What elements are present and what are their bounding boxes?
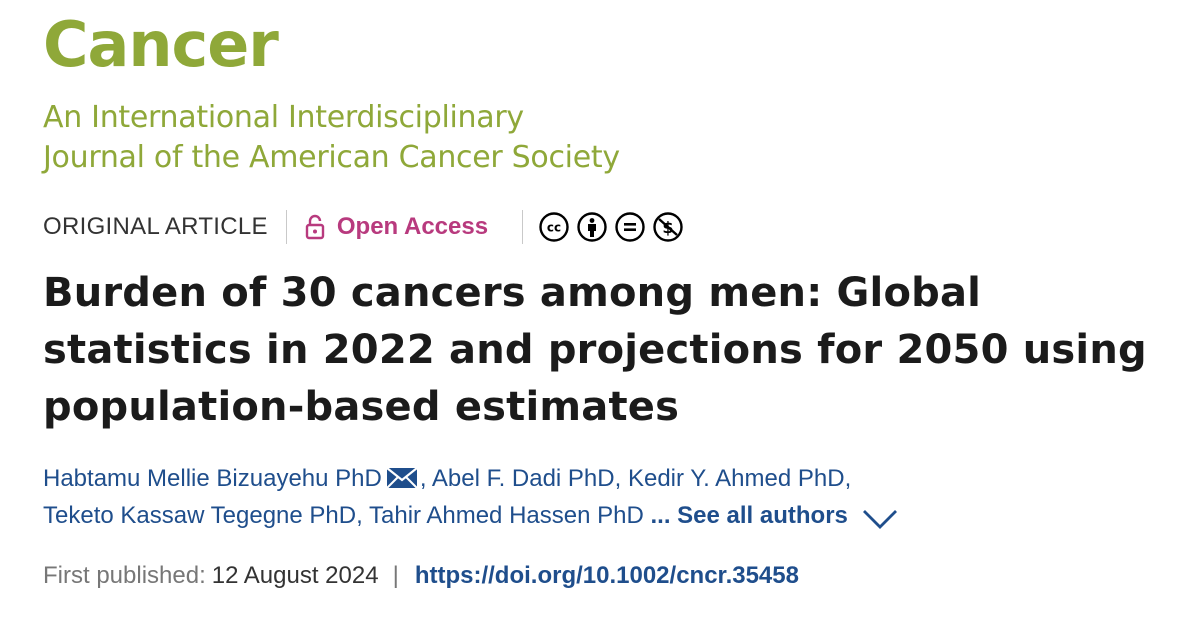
journal-subtitle-line1: An International Interdisciplinary <box>43 100 524 135</box>
author-list: Habtamu Mellie Bizuayehu PhD, Abel F. Da… <box>43 460 1043 534</box>
see-all-authors-label: See all authors <box>677 502 848 529</box>
cc-icon[interactable]: cc <box>539 212 569 242</box>
open-access-badge[interactable]: Open Access <box>305 213 488 241</box>
ellipsis: ... <box>650 502 671 529</box>
license-icons: cc $ <box>539 212 683 242</box>
article-meta-row: ORIGINAL ARTICLE Open Access cc <box>43 206 683 248</box>
comma: , <box>356 502 369 529</box>
author-link[interactable]: Tahir Ahmed Hassen PhD <box>369 502 644 529</box>
envelope-icon[interactable] <box>386 467 418 489</box>
author-link[interactable]: Teketo Kassaw Tegegne PhD <box>43 502 357 529</box>
separator: | <box>392 562 399 589</box>
divider <box>285 210 287 244</box>
nd-icon[interactable] <box>615 212 645 242</box>
journal-name[interactable]: Cancer <box>43 8 279 81</box>
nc-icon[interactable]: $ <box>653 212 683 242</box>
article-type: ORIGINAL ARTICLE <box>43 213 268 240</box>
publication-date: 12 August 2024 <box>211 562 379 589</box>
doi-link[interactable]: https://doi.org/10.1002/cncr.35458 <box>414 562 799 589</box>
author-link[interactable]: Abel F. Dadi PhD <box>431 465 615 492</box>
see-all-authors-button[interactable]: ... See all authors <box>650 502 847 529</box>
by-icon[interactable] <box>577 212 607 242</box>
chevron-down-icon[interactable] <box>862 507 898 531</box>
comma: , <box>844 465 852 492</box>
journal-subtitle-line2: Journal of the American Cancer Society <box>43 140 620 175</box>
first-published-label: First published: <box>43 562 206 589</box>
journal-subtitle: An International Interdisciplinary Journ… <box>43 98 620 178</box>
divider <box>522 210 524 244</box>
author-link[interactable]: Kedir Y. Ahmed PhD <box>627 465 845 492</box>
comma: , <box>419 465 432 492</box>
article-title: Burden of 30 cancers among men: Global s… <box>43 270 1147 430</box>
unlock-icon <box>305 214 325 240</box>
author-link[interactable]: Habtamu Mellie Bizuayehu PhD <box>43 465 382 492</box>
open-access-label: Open Access <box>336 213 489 240</box>
svg-text:cc: cc <box>547 221 561 235</box>
publication-info: First published: 12 August 2024 | https:… <box>43 562 799 590</box>
comma: , <box>614 465 628 492</box>
